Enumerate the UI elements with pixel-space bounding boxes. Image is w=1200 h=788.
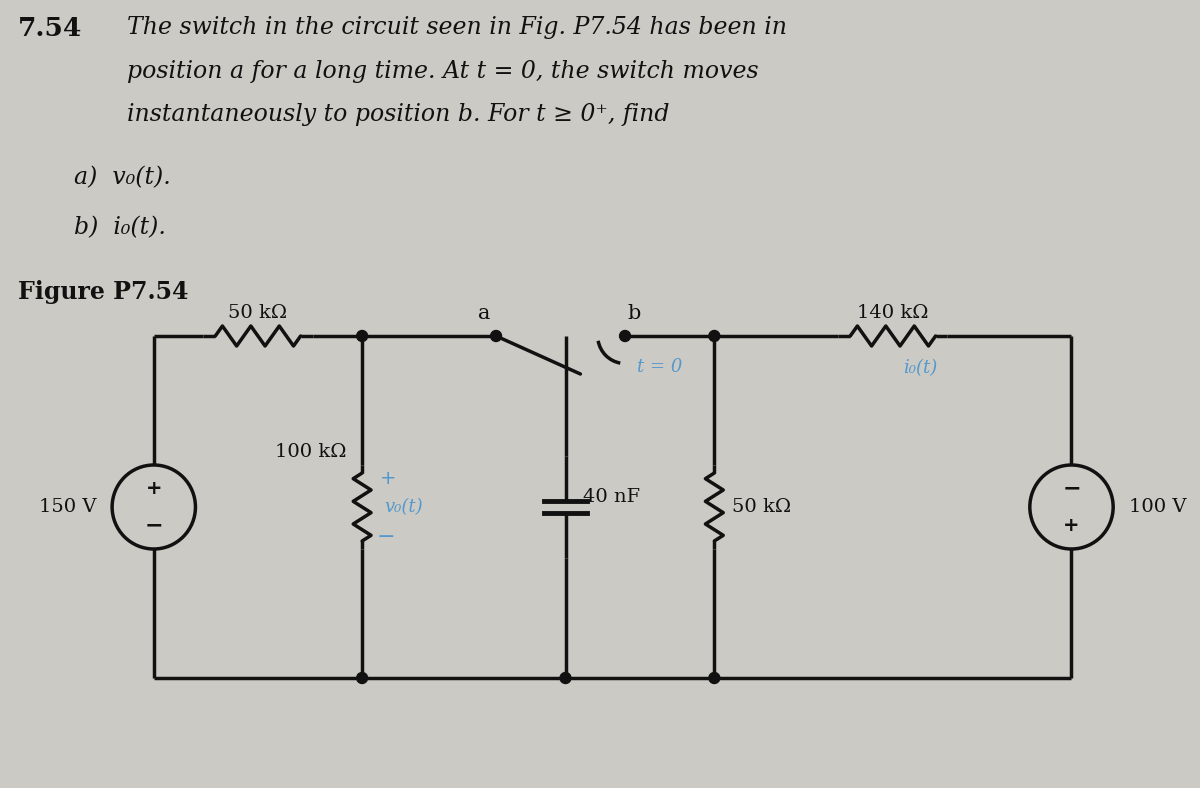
Text: b)  i₀(t).: b) i₀(t). (74, 216, 167, 239)
Text: +: + (380, 470, 396, 489)
Text: −: − (377, 527, 396, 547)
Text: t = 0: t = 0 (637, 358, 683, 376)
Text: position a for a long time. At t = 0, the switch moves: position a for a long time. At t = 0, th… (127, 60, 758, 83)
Text: instantaneously to position b. For t ≥ 0⁺, find: instantaneously to position b. For t ≥ 0… (127, 103, 670, 126)
Circle shape (560, 672, 571, 683)
Circle shape (709, 672, 720, 683)
Text: 40 nF: 40 nF (583, 488, 641, 506)
Text: i₀(t): i₀(t) (902, 359, 937, 377)
Text: v₀(t): v₀(t) (384, 498, 422, 516)
Circle shape (619, 330, 630, 341)
Text: 100 V: 100 V (1129, 498, 1187, 516)
Text: −: − (144, 516, 163, 536)
Text: a: a (478, 304, 491, 323)
Text: +: + (145, 478, 162, 497)
Text: The switch in the circuit seen in Fig. P7.54 has been in: The switch in the circuit seen in Fig. P… (127, 16, 787, 39)
Text: Figure P7.54: Figure P7.54 (18, 280, 188, 304)
Text: 140 kΩ: 140 kΩ (857, 304, 929, 322)
Circle shape (356, 330, 367, 341)
Text: 100 kΩ: 100 kΩ (275, 443, 347, 461)
Text: 150 V: 150 V (38, 498, 96, 516)
Text: 50 kΩ: 50 kΩ (228, 304, 288, 322)
Text: +: + (1063, 516, 1080, 535)
Text: a)  v₀(t).: a) v₀(t). (74, 166, 172, 189)
Text: −: − (1062, 478, 1081, 498)
Circle shape (356, 672, 367, 683)
Circle shape (709, 330, 720, 341)
Text: b: b (628, 304, 641, 323)
Text: 50 kΩ: 50 kΩ (732, 498, 791, 516)
Circle shape (491, 330, 502, 341)
Text: 7.54: 7.54 (18, 16, 83, 41)
